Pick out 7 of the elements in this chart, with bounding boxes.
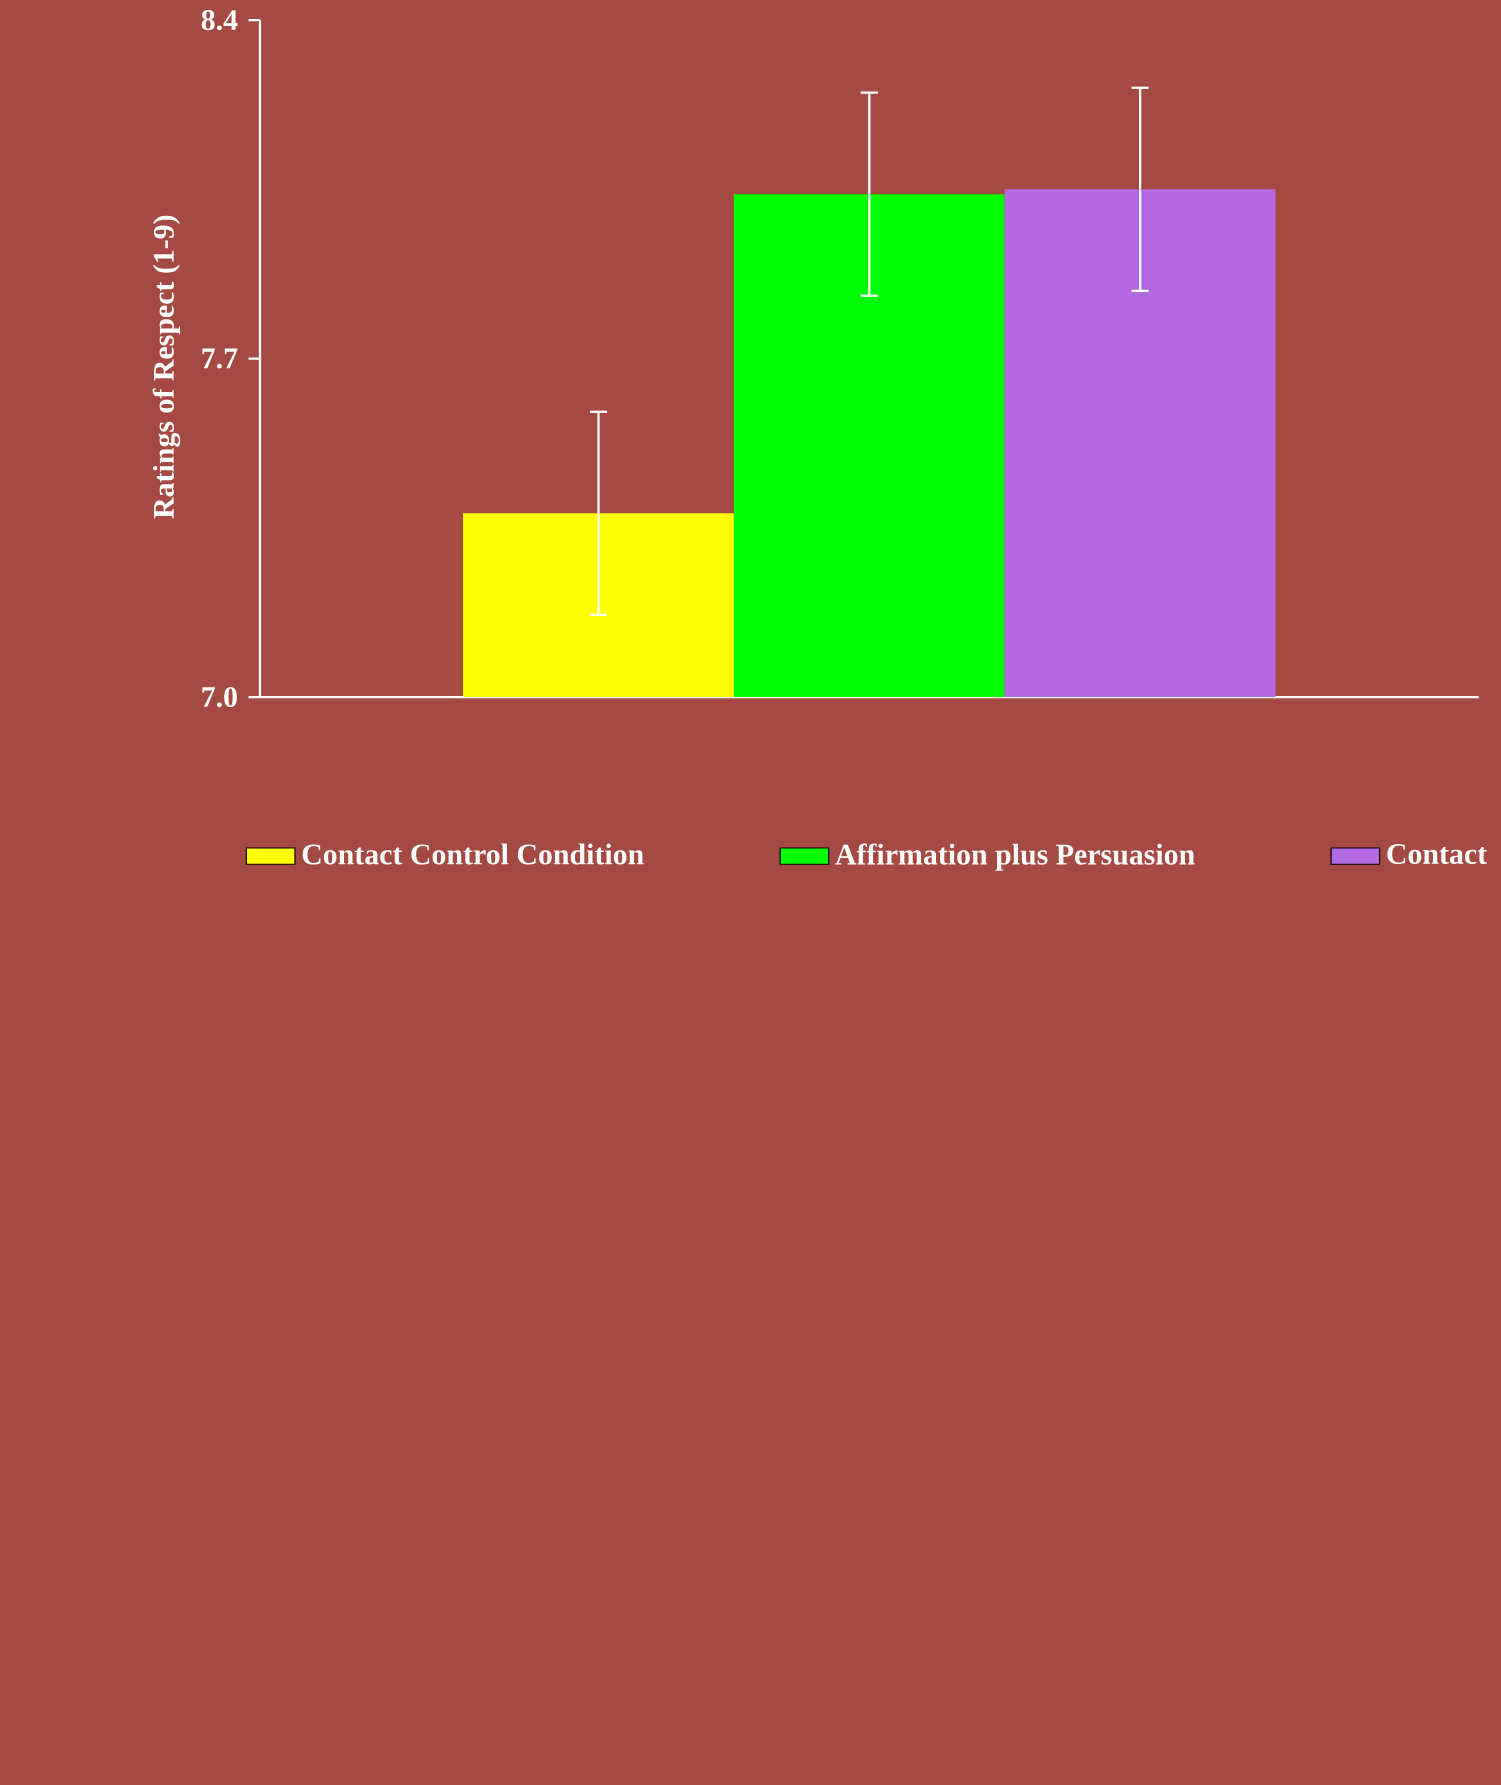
legend-label: Contact — [1387, 844, 1487, 865]
y-axis-title: Ratings of Respect (1-9) — [152, 215, 181, 519]
y-tick-label: 7.0 — [202, 686, 237, 708]
legend-label: Affirmation plus Persuasion — [835, 843, 1195, 871]
y-tick-label: 7.7 — [202, 348, 238, 369]
y-tick-label: 8.4 — [201, 9, 238, 31]
legend-label: Contact Control Condition — [302, 843, 644, 865]
